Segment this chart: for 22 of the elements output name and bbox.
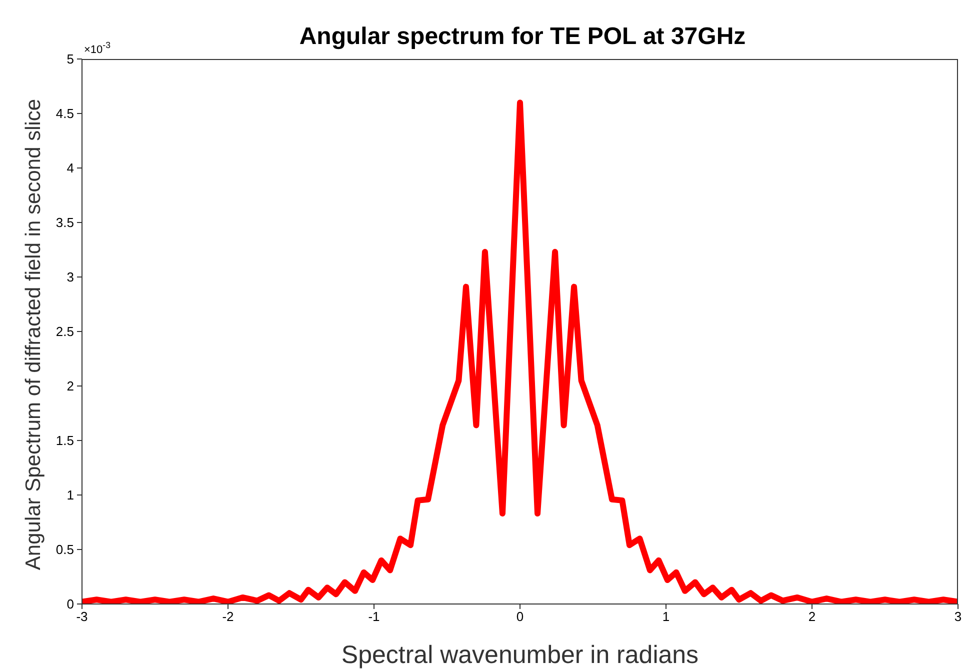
y-tick-label: 1 [66,488,74,503]
y-axis-title: Angular Spectrum of diffracted field in second slice [22,98,45,570]
x-tick-label: 3 [954,609,962,624]
y-tick-label: 4 [66,160,74,176]
x-tick-label: 2 [808,609,816,624]
x-tick-label: -1 [368,609,380,624]
y-tick-label: 3.5 [56,215,74,230]
x-tick-label: -3 [76,609,88,624]
x-axis-title: Spectral wavenumber in radians [341,641,699,669]
y-tick-label: 4.5 [56,106,74,122]
y-tick-label: 2 [66,378,74,394]
y-tick-label: 2.5 [56,324,74,340]
y-tick-label: 5 [66,52,74,67]
y-tick-label: 0 [66,596,74,612]
chart-title: Angular spectrum for TE POL at 37GHz [299,23,746,50]
text: ×10$^{-3}$ [84,40,111,56]
x-tick-label: 1 [662,609,670,624]
x-tick-label: -2 [222,609,234,624]
y-tick-label: 3 [66,270,74,285]
y-tick-label: 1.5 [56,433,74,448]
x-tick-label: 0 [516,609,524,624]
y-tick-label: 0.5 [56,542,74,558]
